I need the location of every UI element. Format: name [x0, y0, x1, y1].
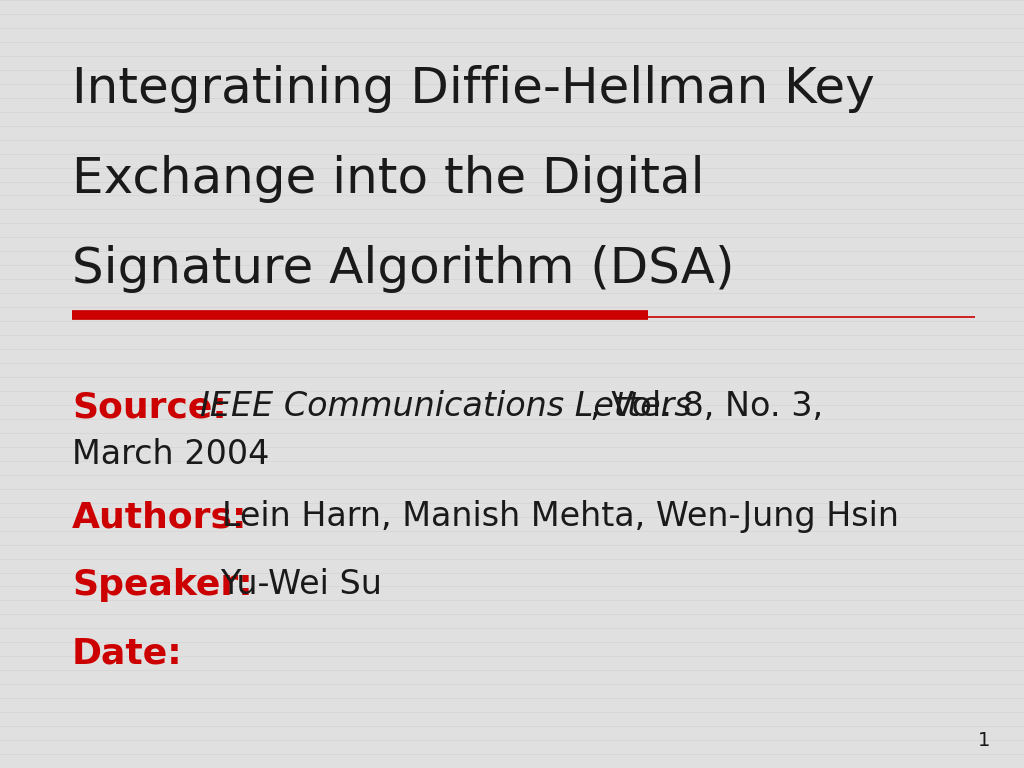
- Text: Exchange into the Digital: Exchange into the Digital: [72, 155, 705, 203]
- Text: IEEE Communications Letters: IEEE Communications Letters: [200, 390, 692, 423]
- Text: March 2004: March 2004: [72, 438, 269, 471]
- Text: Integratining Diffie-Hellman Key: Integratining Diffie-Hellman Key: [72, 65, 874, 113]
- Text: Date:: Date:: [72, 636, 182, 670]
- Text: Authors:: Authors:: [72, 500, 248, 534]
- Text: Yu-Wei Su: Yu-Wei Su: [220, 568, 382, 601]
- Text: Signature Algorithm (DSA): Signature Algorithm (DSA): [72, 245, 734, 293]
- Text: 1: 1: [978, 731, 990, 750]
- Text: , Vol. 8, No. 3,: , Vol. 8, No. 3,: [590, 390, 823, 423]
- Text: Source:: Source:: [72, 390, 226, 424]
- Text: Lein Harn, Manish Mehta, Wen-Jung Hsin: Lein Harn, Manish Mehta, Wen-Jung Hsin: [222, 500, 899, 533]
- Text: Speaker:: Speaker:: [72, 568, 253, 602]
